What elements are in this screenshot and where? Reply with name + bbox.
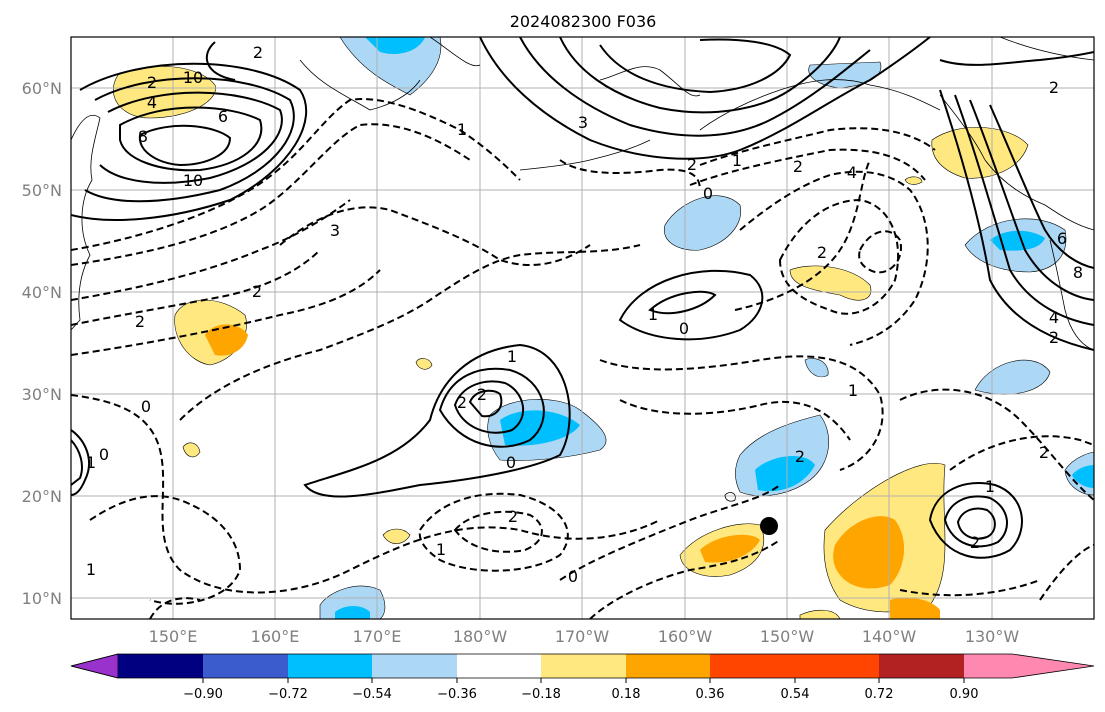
colorbar-label: 0.18 (612, 687, 641, 702)
lon-label: 160°W (658, 627, 713, 646)
contour-label: 1 (848, 381, 858, 400)
lon-label: 160°E (251, 627, 300, 646)
lat-label: 30°N (22, 385, 62, 404)
colorbar-label: −0.36 (437, 687, 477, 702)
contour-label: 1 (457, 120, 467, 139)
colorbar-ticks (202, 678, 965, 683)
contour-label: 2 (793, 157, 803, 176)
colorbar-segment (288, 654, 372, 678)
shading-layer (113, 37, 1094, 619)
lat-label: 40°N (22, 283, 62, 302)
map-area: 2 2 4 6 8 10 10 3 2 2 3 1 2 0 1 2 4 1 2 … (71, 37, 1094, 619)
contour-label: 2 (795, 447, 805, 466)
contour-label: 2 (252, 282, 262, 301)
contour-label: 1 (732, 151, 742, 170)
colorbar-label: −0.90 (183, 687, 223, 702)
contour-label: 0 (506, 453, 516, 472)
contour-label: 2 (970, 533, 980, 552)
lon-label: 140°W (862, 627, 917, 646)
colorbar-segment (372, 654, 457, 678)
contour-label: 0 (679, 319, 689, 338)
contour-label: 8 (138, 127, 148, 146)
colorbar-label: 0.36 (696, 687, 725, 702)
colorbar-label: −0.18 (521, 687, 561, 702)
lon-label: 130°W (965, 627, 1020, 646)
contour-label: 2 (1049, 328, 1059, 347)
colorbar-label: 0.54 (781, 687, 810, 702)
contour-label: 8 (1073, 263, 1083, 282)
colorbar-segment (626, 654, 710, 678)
colorbar-segment (457, 654, 541, 678)
contour-label: 1 (507, 347, 517, 366)
lat-label: 20°N (22, 487, 62, 506)
location-marker (760, 517, 778, 535)
contour-label: 2 (687, 155, 697, 174)
contour-label: 6 (218, 107, 228, 126)
lon-label: 180°W (453, 627, 508, 646)
contour-label: 0 (703, 184, 713, 203)
lat-label: 60°N (22, 79, 62, 98)
contour-label: 2 (1049, 78, 1059, 97)
contour-label: 0 (568, 567, 578, 586)
contour-label: 10 (183, 68, 203, 87)
contour-label: 3 (578, 113, 588, 132)
contour-label: 1 (436, 540, 446, 559)
map-frame (70, 36, 1095, 620)
lon-label: 150°W (760, 627, 815, 646)
lon-label: 150°E (149, 627, 198, 646)
contour-label: 0 (99, 445, 109, 464)
contour-label: 1 (648, 305, 658, 324)
contour-label: 1 (86, 560, 96, 579)
dashed-contours (71, 98, 1094, 619)
contour-label: 2 (253, 43, 263, 62)
contour-label: 0 (141, 397, 151, 416)
grid-lines (71, 37, 1094, 619)
colorbar: −0.90 −0.72 −0.54 −0.36 −0.18 0.18 0.36 … (70, 653, 1095, 702)
contour-label: 2 (1039, 443, 1049, 462)
contour-label: 2 (508, 507, 518, 526)
colorbar-label: 0.72 (865, 687, 894, 702)
contour-label: 2 (147, 73, 157, 92)
colorbar-label: 0.90 (950, 687, 979, 702)
solid-contours (71, 37, 1094, 559)
contour-label: 2 (135, 312, 145, 331)
lat-label: 50°N (22, 181, 62, 200)
colorbar-segment (879, 654, 964, 678)
contour-labels: 2 2 4 6 8 10 10 3 2 2 3 1 2 0 1 2 4 1 2 … (86, 43, 1083, 586)
latitude-labels: 60°N 50°N 40°N 30°N 20°N 10°N (22, 79, 62, 608)
colorbar-extend-high (964, 654, 1094, 678)
colorbar-extend-low (70, 653, 119, 679)
colorbar-label: −0.72 (268, 687, 308, 702)
contour-label: 3 (330, 221, 340, 240)
contour-label: 2 (817, 243, 827, 262)
colorbar-segment (203, 654, 288, 678)
contour-label: 4 (847, 163, 857, 182)
lon-label: 170°E (353, 627, 402, 646)
colorbar-label: −0.54 (352, 687, 392, 702)
contour-label: 4 (1049, 308, 1059, 327)
contour-label: 2 (477, 385, 487, 404)
colorbar-segment (795, 654, 879, 678)
contour-label: 2 (457, 393, 467, 412)
contour-label: 1 (86, 453, 96, 472)
colorbar-segment (710, 654, 795, 678)
contour-label: 4 (147, 93, 157, 112)
lon-label: 170°W (555, 627, 610, 646)
longitude-labels: 150°E 160°E 170°E 180°W 170°W 160°W 150°… (149, 627, 1020, 646)
figure-title: 2024082300 F036 (510, 12, 657, 31)
contour-label: 10 (183, 171, 203, 190)
colorbar-segment (118, 654, 203, 678)
contour-label: 1 (985, 477, 995, 496)
contour-label: 6 (1057, 229, 1067, 248)
lat-label: 10°N (22, 589, 62, 608)
colorbar-segment (541, 654, 626, 678)
